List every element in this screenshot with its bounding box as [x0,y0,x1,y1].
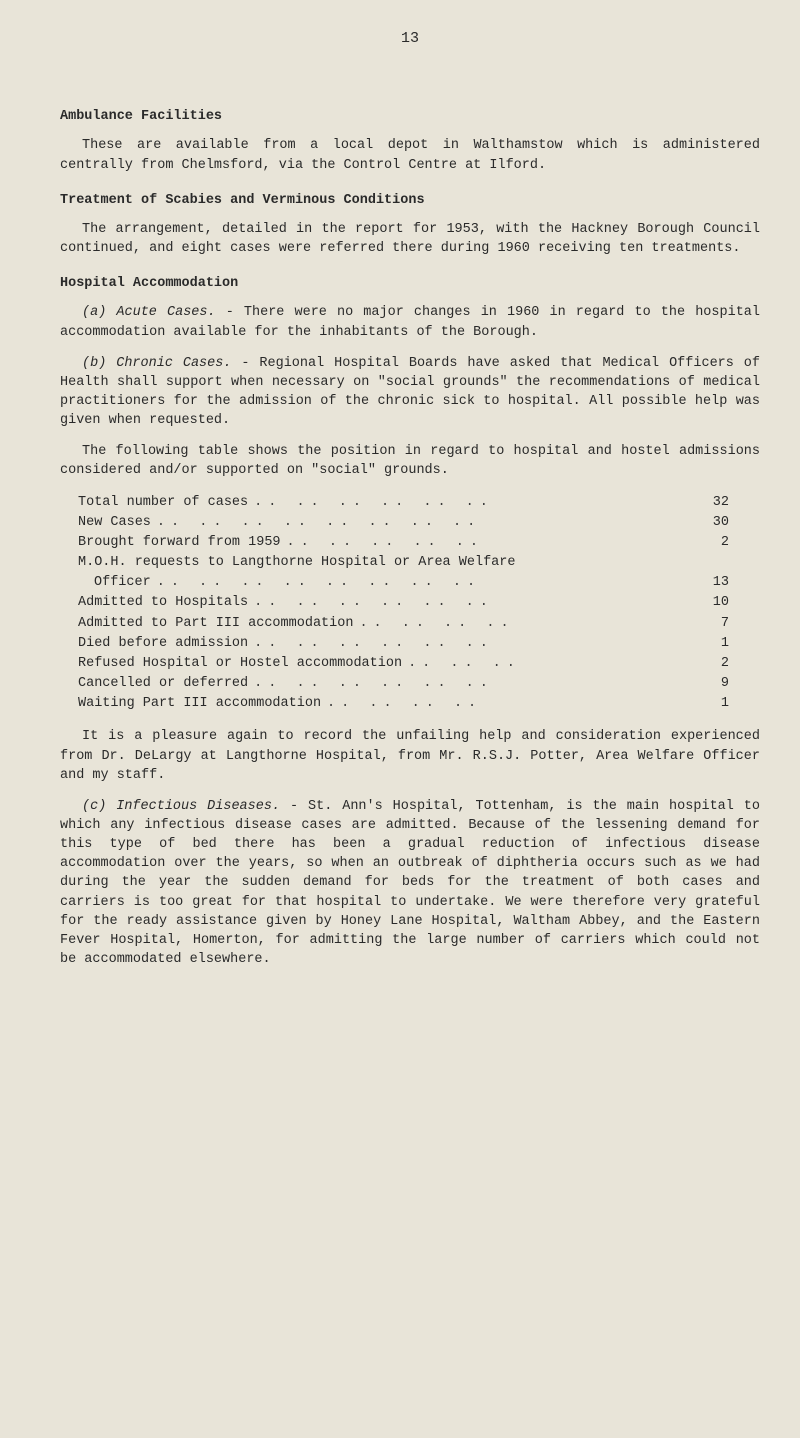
para-infectious: (c) Infectious Diseases. - St. Ann's Hos… [60,797,760,969]
stat-dots: .. .. .. .. .. .. .. .. [151,573,701,592]
stat-value: 10 [701,593,729,612]
heading-ambulance: Ambulance Facilities [60,107,760,126]
stat-label: Total number of cases [78,493,248,512]
text-infectious: - St. Ann's Hospital, Tottenham, is the … [60,799,760,967]
stat-dots: .. .. .. .. .. .. [248,674,701,693]
stat-dots: .. .. .. [402,654,701,673]
heading-scabies: Treatment of Scabies and Verminous Condi… [60,191,760,210]
para-chronic-1: (b) Chronic Cases. - Regional Hospital B… [60,354,760,431]
heading-hospital: Hospital Accommodation [60,274,760,293]
stat-label: M.O.H. requests to Langthorne Hospital o… [78,553,515,572]
stat-dots: .. .. .. .. .. .. [248,493,701,512]
stat-value: 1 [701,694,729,713]
stat-dots: .. .. .. .. .. [281,533,701,552]
stat-value: 2 [701,654,729,673]
label-acute: (a) Acute Cases. [82,305,216,320]
page-number: 13 [60,28,760,49]
stat-value: 2 [701,533,729,552]
stat-row: Waiting Part III accommodation.. .. .. .… [78,694,729,713]
stat-label: Brought forward from 1959 [78,533,281,552]
stat-value: 13 [701,573,729,592]
stat-dots: .. .. .. .. .. .. [248,593,701,612]
label-chronic: (b) Chronic Cases. [82,356,231,371]
stat-dots: .. .. .. .. .. .. [248,634,701,653]
stats-table: Total number of cases.. .. .. .. .. ..32… [78,493,729,714]
stat-row: Admitted to Part III accommodation.. .. … [78,614,729,633]
stat-label: Refused Hospital or Hostel accommodation [78,654,402,673]
stat-value: 9 [701,674,729,693]
stat-value: 7 [701,614,729,633]
stat-label: Cancelled or deferred [78,674,248,693]
stat-row: Total number of cases.. .. .. .. .. ..32 [78,493,729,512]
stat-label: Waiting Part III accommodation [78,694,321,713]
stat-row: Brought forward from 1959.. .. .. .. ..2 [78,533,729,552]
para-chronic-2: The following table shows the position i… [60,442,760,480]
para-chronic-3: It is a pleasure again to record the unf… [60,727,760,784]
stat-label: Died before admission [78,634,248,653]
stat-dots: .. .. .. .. [353,614,701,633]
stat-value: 30 [701,513,729,532]
stat-row: Admitted to Hospitals.. .. .. .. .. ..10 [78,593,729,612]
stat-row: Died before admission.. .. .. .. .. ..1 [78,634,729,653]
para-scabies-1: The arrangement, detailed in the report … [60,220,760,258]
stat-dots: .. .. .. .. .. .. .. .. [151,513,701,532]
stat-label: Admitted to Hospitals [78,593,248,612]
stat-row: Cancelled or deferred.. .. .. .. .. ..9 [78,674,729,693]
para-acute: (a) Acute Cases. - There were no major c… [60,303,760,341]
stat-dots: .. .. .. .. [321,694,701,713]
para-ambulance-1: These are available from a local depot i… [60,136,760,174]
stat-label: Admitted to Part III accommodation [78,614,353,633]
stat-value: 32 [701,493,729,512]
stat-label: Officer [78,573,151,592]
stat-row: Refused Hospital or Hostel accommodation… [78,654,729,673]
stat-row: New Cases.. .. .. .. .. .. .. ..30 [78,513,729,532]
label-infectious: (c) Infectious Diseases. [82,799,280,814]
stat-label: New Cases [78,513,151,532]
stat-row: M.O.H. requests to Langthorne Hospital o… [78,553,729,572]
stat-row: Officer.. .. .. .. .. .. .. ..13 [78,573,729,592]
stat-value: 1 [701,634,729,653]
